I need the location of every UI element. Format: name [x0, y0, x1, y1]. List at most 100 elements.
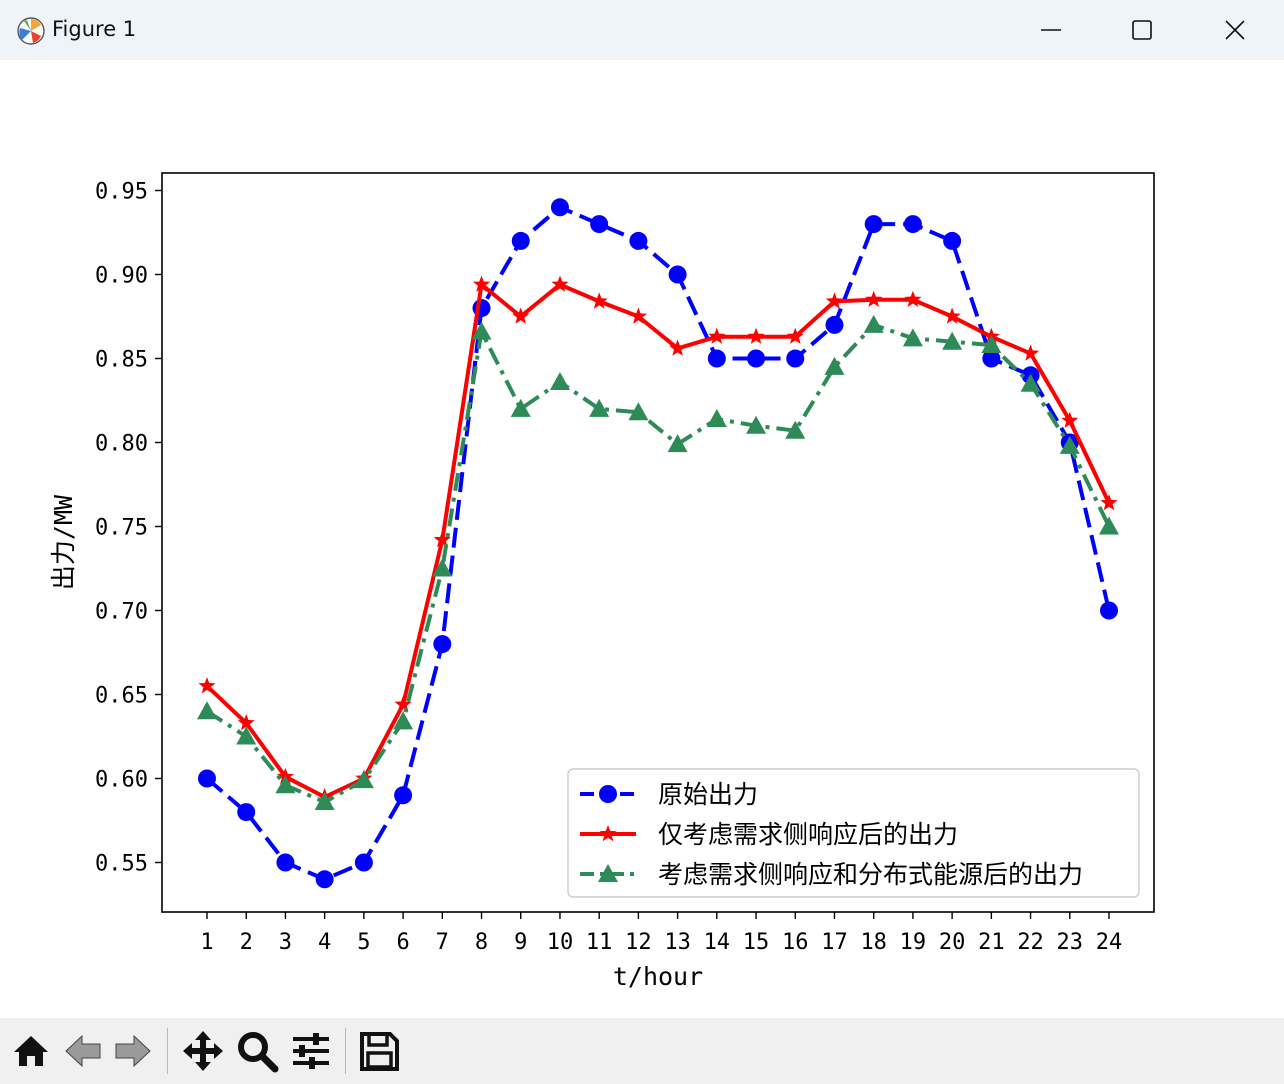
zoom-button[interactable] — [234, 1028, 280, 1074]
data-point — [197, 701, 217, 720]
x-tick-label: 14 — [704, 930, 731, 955]
series-markers-2 — [198, 275, 1118, 805]
series-line-2 — [205, 282, 1111, 799]
x-tick-label: 5 — [357, 930, 370, 955]
data-point — [590, 215, 609, 234]
maximize-button[interactable] — [1096, 0, 1188, 60]
legend-entry: 仅考虑需求侧响应后的出力 — [658, 820, 958, 849]
forward-button[interactable] — [110, 1028, 156, 1074]
data-point — [863, 314, 884, 333]
x-tick-label: 8 — [475, 930, 488, 955]
data-point — [275, 775, 296, 794]
data-point — [394, 695, 412, 712]
data-point — [747, 327, 765, 344]
data-point — [512, 307, 530, 324]
x-tick-label: 11 — [586, 930, 613, 955]
data-point — [785, 420, 806, 439]
back-button[interactable] — [60, 1028, 106, 1074]
legend-box — [567, 768, 1140, 898]
x-tick-label: 2 — [240, 930, 253, 955]
data-point — [1061, 411, 1079, 428]
data-point — [982, 349, 1001, 368]
data-point — [590, 292, 608, 309]
pan-button[interactable] — [180, 1028, 226, 1074]
y-tick-label: 0.90 — [95, 264, 148, 289]
data-point — [315, 870, 334, 889]
save-disk-icon — [360, 1032, 399, 1071]
forward-arrow-icon — [115, 1034, 151, 1068]
matplotlib-icon — [17, 17, 45, 45]
y-tick-label: 0.55 — [95, 852, 148, 877]
home-button[interactable] — [8, 1028, 54, 1074]
data-point — [824, 356, 845, 375]
maximize-icon — [1132, 20, 1152, 40]
data-point — [549, 372, 570, 391]
data-point — [706, 408, 727, 427]
x-tick-label: 21 — [978, 930, 1005, 955]
data-point — [237, 803, 256, 822]
series-markers-1 — [198, 198, 1118, 889]
y-tick-label: 0.65 — [95, 684, 148, 709]
data-point — [236, 726, 257, 745]
data-point — [942, 331, 963, 350]
x-tick-label: 20 — [939, 930, 966, 955]
data-point — [629, 307, 647, 324]
toolbar-separator — [345, 1028, 346, 1074]
data-point — [825, 292, 843, 309]
x-tick-label: 24 — [1096, 930, 1123, 955]
x-tick-label: 12 — [625, 930, 652, 955]
home-icon — [14, 1036, 48, 1066]
window-title: Figure 1 — [52, 17, 137, 41]
navigation-toolbar — [0, 1018, 1284, 1084]
x-tick-label: 18 — [860, 930, 887, 955]
series-line-3 — [205, 322, 1111, 804]
data-point — [628, 402, 649, 421]
y-tick-label: 0.95 — [95, 180, 148, 205]
y-tick-label: 0.80 — [95, 432, 148, 457]
x-tick-label: 9 — [514, 930, 527, 955]
data-point — [433, 530, 451, 548]
save-button[interactable] — [356, 1028, 402, 1074]
data-point — [1100, 601, 1118, 620]
data-point — [393, 711, 414, 730]
data-point — [825, 315, 844, 334]
x-tick-label: 4 — [318, 930, 331, 955]
data-point — [510, 398, 531, 417]
minimize-button[interactable] — [1005, 0, 1097, 60]
data-point — [902, 328, 923, 347]
pan-move-icon — [183, 1031, 223, 1071]
configure-subplots-button[interactable] — [288, 1028, 334, 1074]
y-axis-label: 出力/MW — [49, 494, 78, 590]
data-point — [471, 321, 492, 340]
data-point — [432, 558, 453, 577]
data-point — [903, 215, 922, 234]
data-point — [550, 198, 569, 217]
x-axis-label: t/hour — [613, 962, 703, 991]
x-tick-label: 1 — [200, 930, 213, 955]
x-tick-label: 3 — [279, 930, 292, 955]
x-tick-label: 10 — [547, 930, 574, 955]
toolbar-separator — [167, 1028, 168, 1074]
data-point — [589, 398, 610, 417]
x-tick-label: 23 — [1057, 930, 1084, 955]
data-point — [629, 231, 648, 250]
y-tick-label: 0.70 — [95, 600, 148, 625]
data-point — [1099, 516, 1119, 535]
data-point — [551, 275, 569, 292]
series-line-1 — [205, 205, 1111, 882]
series-markers-3 — [197, 314, 1119, 811]
data-point — [276, 853, 295, 872]
data-point — [598, 864, 618, 882]
minimize-icon — [1041, 29, 1061, 31]
zoom-magnifier-icon — [238, 1032, 279, 1073]
data-point — [1100, 494, 1118, 511]
legend-entry: 考虑需求侧响应和分布式能源后的出力 — [658, 860, 1083, 889]
x-tick-label: 7 — [436, 930, 449, 955]
x-tick-label: 16 — [782, 930, 809, 955]
data-point — [354, 853, 373, 872]
data-point — [599, 785, 617, 803]
close-button[interactable] — [1189, 0, 1281, 60]
data-point — [904, 290, 922, 307]
data-point — [314, 792, 335, 811]
